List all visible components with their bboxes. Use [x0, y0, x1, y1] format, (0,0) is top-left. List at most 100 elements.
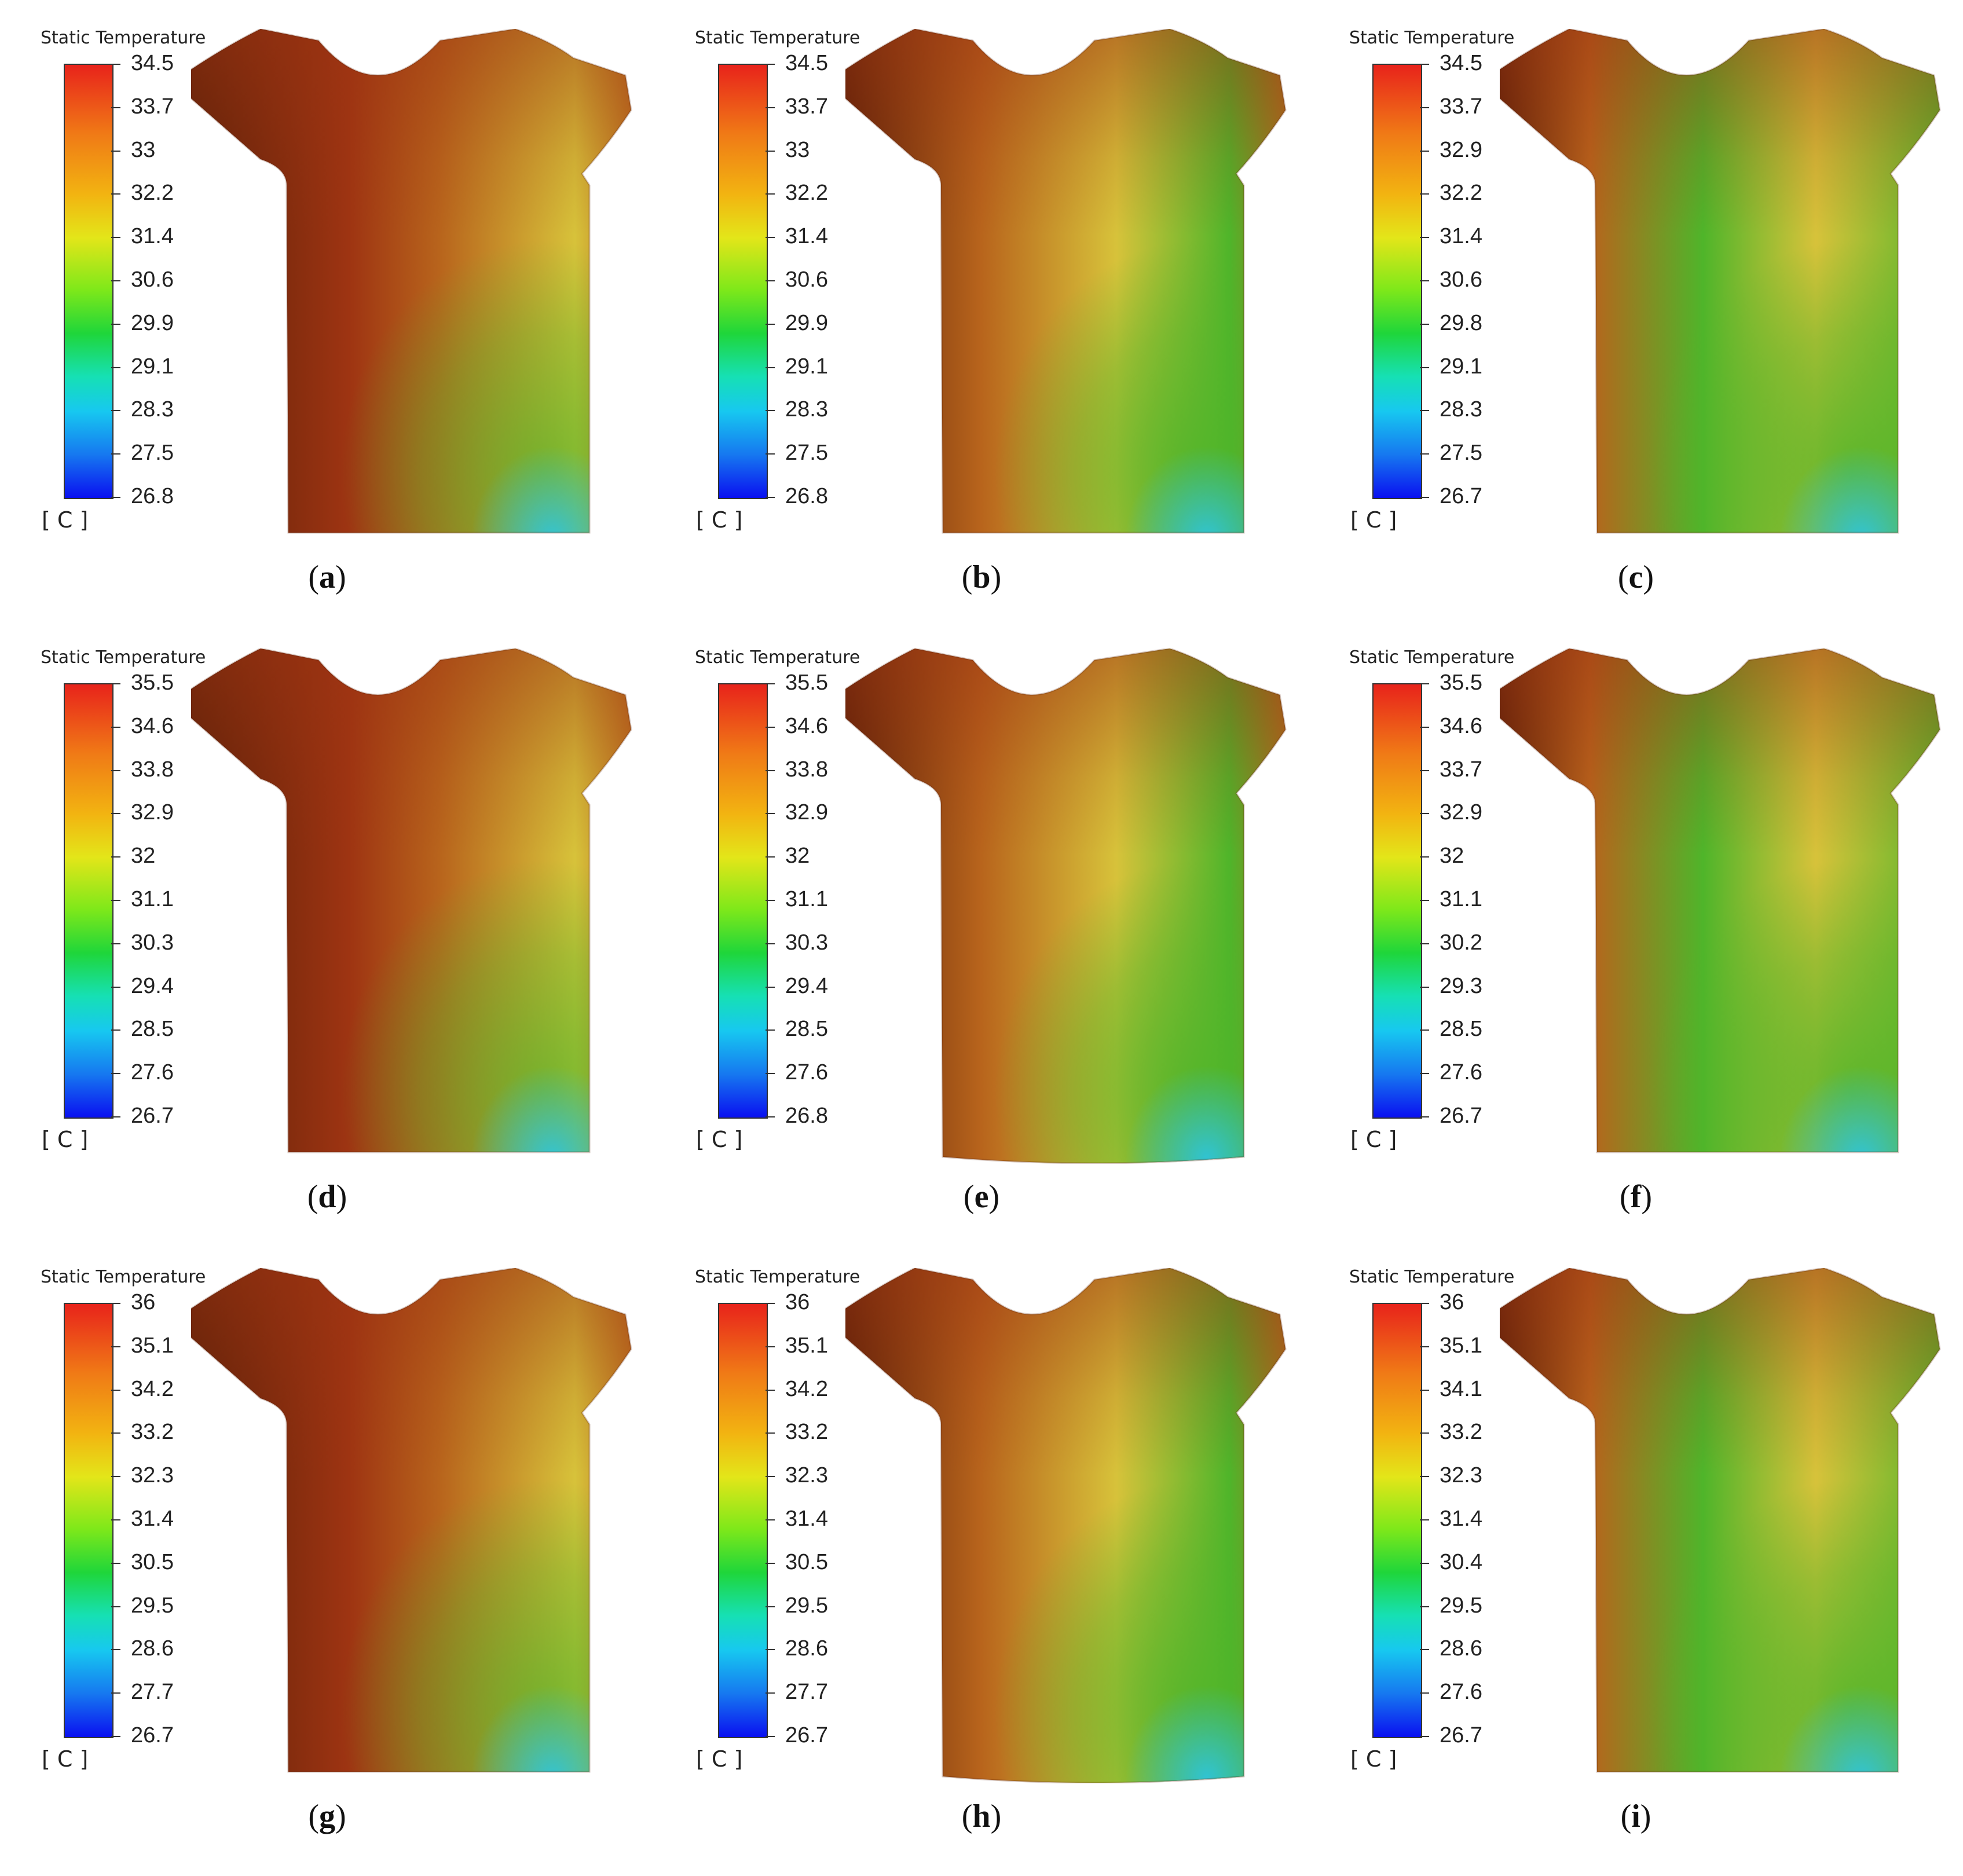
subfigure-letter: g: [319, 1798, 335, 1834]
tick-label: 31.1: [131, 887, 174, 911]
tick-label: 34.6: [131, 713, 174, 738]
tick-mark: [111, 64, 120, 65]
colorbar-tick: 29.1: [766, 354, 847, 379]
tick-label: 30.6: [131, 268, 174, 292]
subfigure-label: (d): [307, 1179, 347, 1215]
tick-label: 34.6: [1440, 713, 1482, 738]
tick-mark: [111, 237, 120, 239]
colorbar-tick: 28.5: [111, 1017, 192, 1041]
colorbar-tick: 32: [1420, 844, 1501, 868]
tick-mark: [111, 986, 120, 988]
tick-mark: [1420, 943, 1429, 944]
colorbar-tick: 28.3: [111, 397, 192, 422]
colorbar-tick: 29.8: [1420, 311, 1501, 335]
unit-label: [ C ]: [696, 1127, 743, 1152]
colorbar-gradient: [64, 64, 113, 499]
colorbar-tick: 29.9: [766, 311, 847, 335]
tick-mark: [1420, 367, 1429, 368]
tick-label: 31.4: [131, 224, 174, 249]
tick-mark: [1420, 193, 1429, 195]
colorbar-tick: 32.9: [111, 800, 192, 825]
tick-label: 29.3: [1440, 973, 1482, 998]
colorbar-tick: 32.9: [766, 800, 847, 825]
tick-mark: [1420, 1476, 1429, 1478]
tick-label: 29.5: [1440, 1593, 1482, 1618]
tick-mark: [111, 770, 120, 771]
colorbar-tick: 33.2: [766, 1420, 847, 1444]
tick-mark: [766, 1606, 775, 1607]
tick-mark: [1420, 1116, 1429, 1117]
tick-label: 26.7: [1440, 484, 1482, 508]
colorbar-tick: 28.6: [1420, 1636, 1501, 1661]
tick-label: 33.8: [131, 757, 174, 782]
colorbar-tick: 26.8: [766, 1104, 847, 1128]
colorbar-tick: 26.7: [766, 1723, 847, 1747]
tick-label: 32.3: [131, 1463, 174, 1488]
colorbar-tick: 29.5: [766, 1593, 847, 1618]
tick-label: 27.5: [131, 441, 174, 466]
tick-label: 27.5: [1440, 441, 1482, 466]
tick-mark: [766, 1562, 775, 1564]
colorbar-tick: 30.2: [1420, 930, 1501, 955]
tick-label: 34.5: [131, 51, 174, 75]
colorbar-tick: 27.7: [766, 1680, 847, 1704]
tick-label: 29.9: [785, 310, 828, 335]
tick-label: 33.7: [131, 94, 174, 119]
colorbar-tick: 30.5: [111, 1550, 192, 1574]
subfigure-letter: a: [319, 559, 335, 595]
garment-contour: [191, 1268, 632, 1773]
tick-mark: [1420, 683, 1429, 684]
colorbar-tick: 33.7: [111, 94, 192, 119]
colorbar-tick: 28.5: [1420, 1017, 1501, 1041]
colorbar-title: Static Temperature: [1349, 647, 1515, 668]
tick-mark: [766, 726, 775, 728]
colorbar-tick: 28.3: [766, 397, 847, 422]
colorbar-tick: 31.4: [1420, 224, 1501, 248]
colorbar-tick: 29.5: [1420, 1593, 1501, 1618]
tick-mark: [111, 453, 120, 455]
tick-label: 34.6: [785, 713, 828, 738]
tick-label: 33.2: [131, 1420, 174, 1445]
colorbar-tick: 28.5: [766, 1017, 847, 1041]
colorbar-tick: 34.1: [1420, 1377, 1501, 1401]
colorbar-tick: 32.3: [111, 1463, 192, 1487]
garment-contour: [191, 29, 632, 534]
tick-label: 30.4: [1440, 1549, 1482, 1574]
tick-mark: [1420, 726, 1429, 728]
tick-mark: [111, 900, 120, 901]
tick-mark: [766, 770, 775, 771]
tick-label: 29.1: [131, 354, 174, 379]
tick-label: 28.6: [785, 1636, 828, 1661]
tick-mark: [111, 497, 120, 498]
colorbar-gradient: [1372, 683, 1422, 1119]
colorbar-tick: 33.7: [1420, 757, 1501, 782]
tick-mark: [111, 1606, 120, 1607]
tick-mark: [766, 1346, 775, 1347]
tick-mark: [1420, 1346, 1429, 1347]
colorbar-gradient: [718, 1303, 768, 1738]
subfigure-label: (h): [961, 1798, 1002, 1834]
tick-label: 32.2: [1440, 181, 1482, 206]
colorbar-tick: 33.7: [766, 94, 847, 119]
colorbar-tick: 30.5: [766, 1550, 847, 1574]
subfigure-label: (g): [308, 1798, 346, 1834]
colorbar-tick: 29.1: [111, 354, 192, 379]
tick-label: 31.4: [1440, 1507, 1482, 1531]
tick-mark: [766, 813, 775, 815]
colorbar-tick: 32: [111, 844, 192, 868]
tick-mark: [766, 64, 775, 65]
tick-mark: [1420, 150, 1429, 152]
tick-label: 30.5: [785, 1549, 828, 1574]
tick-label: 28.3: [1440, 397, 1482, 422]
tick-label: 32: [131, 844, 156, 869]
tick-mark: [1420, 280, 1429, 281]
colorbar-tick: 33.7: [1420, 94, 1501, 119]
colorbar-tick: 26.7: [111, 1723, 192, 1747]
colorbar-title: Static Temperature: [1349, 1267, 1515, 1287]
tick-mark: [111, 1736, 120, 1737]
subfigure-label: (e): [963, 1179, 1000, 1215]
colorbar-tick: 27.5: [766, 441, 847, 465]
colorbar-tick: 30.6: [1420, 268, 1501, 292]
colorbar-tick: 34.5: [766, 51, 847, 75]
tick-mark: [766, 150, 775, 152]
